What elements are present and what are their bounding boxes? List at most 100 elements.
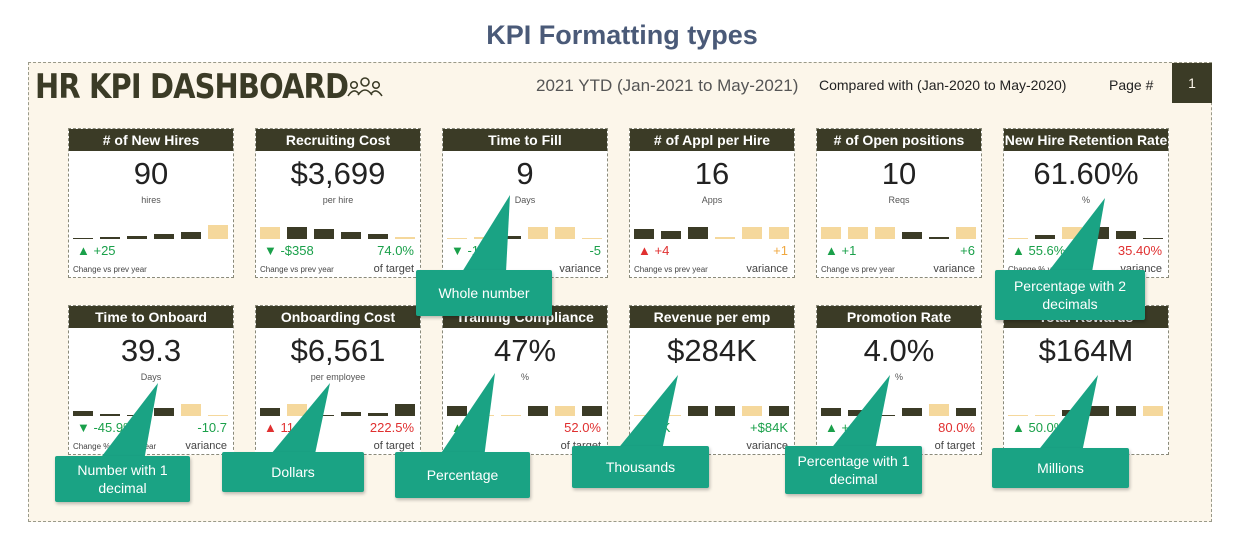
trend-bar [528,227,548,239]
kpi-unit: per employee [310,372,366,382]
trend-bar [769,227,789,239]
trend-bar [314,415,334,416]
kpi-title: New Hire Retention Rate [1004,129,1168,151]
kpi-title: # of Appl per Hire [630,129,794,151]
kpi-card: # of Appl per Hire 16 Apps ▲ +4 +1 Change vs … [629,128,795,278]
trend-sparkbars [821,398,977,416]
kpi-value: $6,561 [290,333,386,368]
trend-bar [688,227,708,239]
kpi-title: Time to Fill [443,129,607,151]
page-number[interactable]: 1 [1172,63,1212,103]
trend-bar [902,232,922,239]
trend-bar [447,238,467,239]
kpi-value: 90 [133,156,169,191]
trend-bar [181,404,201,416]
kpi-title: Promotion Rate [817,306,981,328]
format-callout: Thousands [572,446,709,488]
kpi-unit: Days [514,195,536,205]
kpi-card: Recruiting Cost $3,699 per hire ▼ -$358 74.0… [255,128,421,278]
trend-bar [287,227,307,239]
page-label: Page # [1109,77,1154,93]
kpi-title: # of Open positions [817,129,981,151]
trend-bar [715,406,735,416]
trend-bar [875,415,895,416]
variance-caption: of target [373,440,414,452]
trend-bar [848,410,868,416]
trend-bar [501,415,521,416]
change-caption: Change vs prev year [634,265,708,274]
people-icon [347,77,383,97]
trend-bar [100,414,120,416]
callout-pointer [462,195,510,272]
trend-sparkbars [73,221,229,239]
trend-bar [447,406,467,416]
trend-bar [395,237,415,239]
trend-sparkbars [260,398,416,416]
trend-bar [582,406,602,416]
trend-bar [100,237,120,239]
trend-bar [715,237,735,239]
kpi-value: 9 [516,156,534,191]
kpi-card: Time to Onboard 39.3 Days ▼ -45.9% -10.7 Chan… [68,305,234,455]
period-label: 2021 YTD (Jan-2021 to May-2021) [536,76,799,95]
trend-bar [314,229,334,239]
kpi-title: Revenue per emp [630,306,794,328]
kpi-card: Time to Fill 9 Days ▼ -10 -5 variance [442,128,608,278]
format-callout: Dollars [222,452,364,492]
callout-pointer [1038,375,1098,450]
variance-value: +$84K [750,420,788,435]
trend-bar [1143,238,1163,239]
kpi-unit: hires [141,195,161,205]
comparison-label: Compared with (Jan-2020 to May-2020) [819,77,1067,93]
callout-pointer [618,375,678,448]
trend-bar [154,234,174,239]
callout-pointer [831,375,890,448]
kpi-card: Onboarding Cost $6,561 per employee ▲ 11.2 2… [255,305,421,455]
trend-sparkbars [634,221,790,239]
trend-bar [661,231,681,239]
trend-bar [742,227,762,239]
variance-caption: variance [933,263,975,275]
trend-bar [1116,406,1136,416]
kpi-unit: % [894,372,903,382]
trend-sparkbars [821,221,977,239]
kpi-value: 4.0% [863,333,935,368]
kpi-value: $164M [1038,333,1134,368]
page-title: KPI Formatting types [486,20,758,50]
callout-pointer [100,383,158,458]
trend-bar [929,404,949,416]
variance-value: -10.7 [197,420,227,435]
trend-bar [73,411,93,416]
kpi-unit: Days [140,372,162,382]
kpi-title: Time to Onboard [69,306,233,328]
variance-value: +1 [773,243,788,258]
variance-caption: variance [559,263,601,275]
trend-bar [661,415,681,416]
trend-bar [1116,231,1136,239]
trend-bar [528,406,548,416]
trend-bar [73,238,93,239]
trend-bar [368,234,388,239]
trend-bar [1089,406,1109,416]
kpi-card: # of Open positions 10 Reqs ▲ +1 +6 Change vs… [816,128,982,278]
variance-value: 74.0% [377,243,414,258]
change-caption: Change % vs prev year [1008,265,1091,274]
dashboard-title: HR KPI DASHBOARD [35,67,349,107]
trend-bar [1008,415,1028,416]
trend-bar [1035,235,1055,239]
kpi-value: 39.3 [120,333,182,368]
change-vs-prev: ▲ 50.0% [1012,420,1066,435]
kpi-value: 47% [493,333,557,368]
change-caption: Change vs prev year [821,265,895,274]
kpi-title: # of New Hires [69,129,233,151]
kpi-unit: % [1081,195,1090,205]
trend-bar [341,232,361,239]
trend-sparkbars [634,398,790,416]
kpi-unit: Reqs [888,195,910,205]
kpi-unit: % [520,372,529,382]
variance-value: 35.40% [1117,243,1162,258]
trend-bar [956,227,976,239]
kpi-title: Onboarding Cost [256,306,420,328]
kpi-title: Recruiting Cost [256,129,420,151]
change-vs-prev: ▲ 55.6% [1012,243,1066,258]
